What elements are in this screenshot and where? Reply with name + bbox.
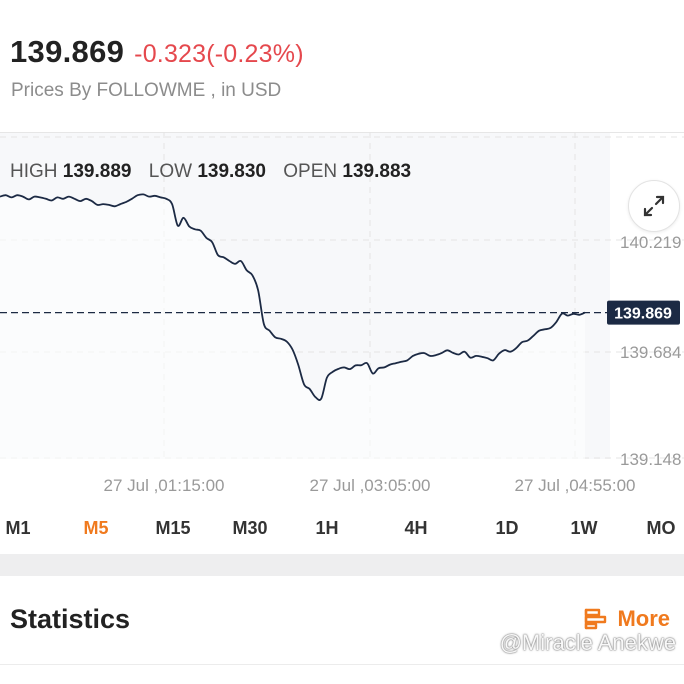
y-tick-label: 140.219	[620, 233, 681, 252]
high-value: 139.889	[62, 161, 132, 182]
section-divider	[0, 554, 684, 576]
high-label: HIGH	[10, 161, 58, 182]
price-header: 139.869 -0.323(-0.23%)	[10, 34, 304, 70]
current-price: 139.869	[10, 34, 125, 69]
tf-4h[interactable]: 4H	[404, 518, 428, 538]
y-tick-label: 139.684	[620, 343, 681, 362]
fullscreen-button[interactable]	[628, 180, 680, 232]
tf-m30[interactable]: M30	[232, 518, 268, 538]
current-price-tag-label: 139.869	[614, 306, 672, 323]
price-source: Prices By FOLLOWME , in USD	[11, 80, 282, 101]
more-label: More	[617, 606, 670, 631]
price-change: -0.323(-0.23%)	[134, 40, 304, 68]
tf-m5[interactable]: M5	[83, 518, 109, 538]
ohlc-summary: HIGH 139.889 LOW 139.830 OPEN 139.883	[10, 161, 423, 183]
tf-mo[interactable]: MO	[646, 518, 676, 538]
price-chart[interactable]: 139.869 140.219 139.684 139.148 27 Jul ,01:1…	[0, 132, 684, 512]
y-tick-label: 139.148	[620, 450, 681, 469]
low-value: 139.830	[197, 161, 266, 182]
open-label: OPEN	[283, 161, 338, 182]
bottom-divider	[0, 664, 684, 665]
price-line	[0, 193, 586, 401]
current-price-tag	[607, 300, 680, 325]
statistics-title: Statistics	[10, 604, 131, 634]
x-tick-label: 27 Jul ,04:55:00	[515, 476, 636, 495]
tf-m15[interactable]: M15	[155, 518, 191, 538]
tf-1w[interactable]: 1W	[570, 518, 598, 538]
low-label: LOW	[148, 161, 193, 182]
x-tick-label: 27 Jul ,01:15:00	[104, 476, 225, 495]
tf-1h[interactable]: 1H	[315, 518, 339, 538]
watermark: @Miracle Anekwe	[499, 630, 676, 655]
timeframe-selector: M1 M5 M15 M30 1H 4H 1D 1W MO	[0, 510, 684, 548]
open-value: 139.883	[342, 161, 412, 182]
tf-1d[interactable]: 1D	[495, 518, 519, 538]
x-tick-label: 27 Jul ,03:05:00	[310, 476, 431, 495]
list-icon	[585, 608, 607, 630]
chart-svg: 139.869 140.219 139.684 139.148 27 Jul ,01:1…	[0, 132, 684, 495]
price-area	[0, 194, 585, 459]
tf-m1[interactable]: M1	[5, 518, 31, 538]
expand-icon	[643, 195, 665, 217]
more-button[interactable]: More	[583, 606, 670, 632]
